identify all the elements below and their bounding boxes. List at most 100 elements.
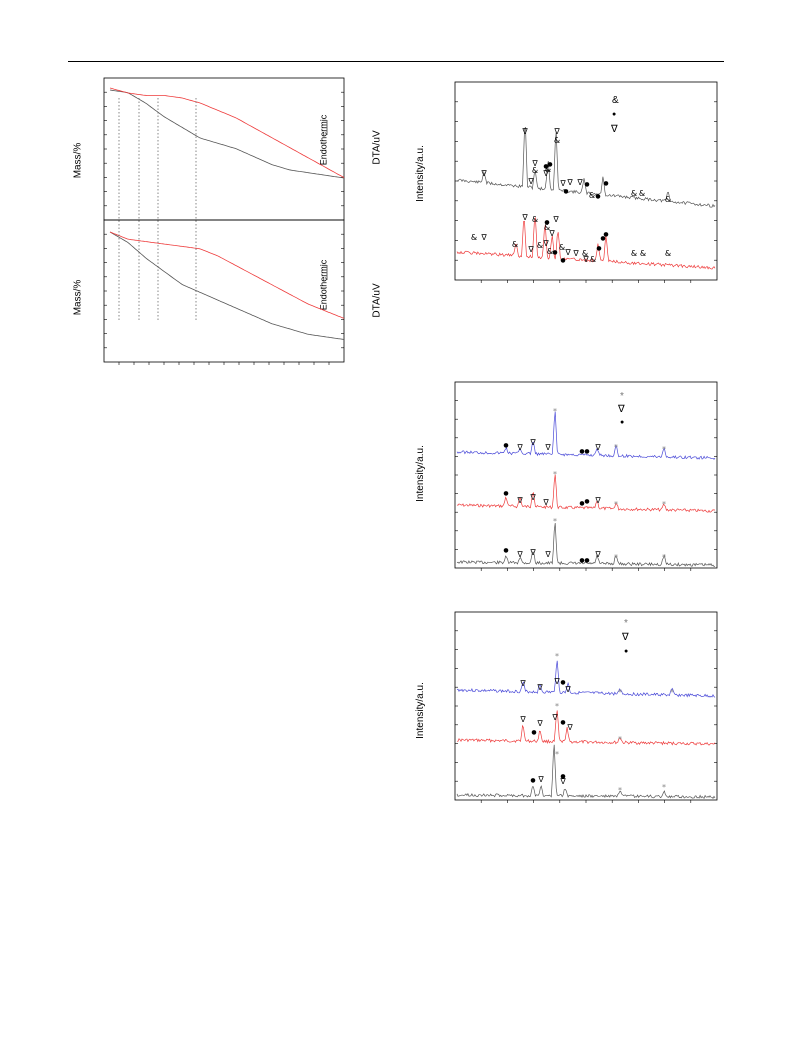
xrd3-legend-dot: ●	[624, 648, 629, 655]
star-peak-9: *	[555, 652, 559, 661]
xrd1-peak-tri-1: ∇	[521, 127, 528, 136]
xrd1-peak-tri-13: ∇	[566, 178, 573, 187]
star-peak-2: *	[553, 517, 557, 526]
xrd1-peak-dot-44: ●	[600, 235, 605, 242]
xrd1-peak-dot-25: ●	[544, 219, 549, 226]
xrd1-peak-amp-28: &	[471, 233, 477, 242]
xrd3-trace-0	[456, 660, 716, 698]
xrd1-peak-tri-29: ∇	[480, 233, 487, 242]
dot-peak-12: ●	[530, 777, 535, 784]
xrd3-legend-star: *	[624, 618, 628, 629]
star-peak-14: *	[618, 735, 622, 744]
star-peak-8: *	[662, 553, 666, 562]
dot-peak-3: ●	[503, 490, 508, 497]
dot-peak-1: ●	[579, 448, 584, 455]
star-peak-16: *	[662, 783, 666, 792]
xrd2-trace-1	[456, 474, 716, 513]
xrd1-peak-tri-10: ∇	[527, 177, 534, 186]
star-peak-7: *	[614, 553, 618, 562]
star-peak-5: *	[614, 500, 618, 509]
tri-peak-18: ∇	[551, 713, 558, 722]
xrd1-peak-dot-17: ●	[603, 180, 608, 187]
tri-peak-7: ∇	[594, 496, 601, 505]
tri-peak-11: ∇	[594, 550, 601, 559]
tri-peak-1: ∇	[529, 438, 536, 447]
tri-peak-6: ∇	[542, 498, 549, 507]
xrd1-peak-tri-38: ∇	[572, 249, 579, 258]
xrd1-peak-dot-15: ●	[584, 181, 589, 188]
xrd1-peak-tri-33: ∇	[542, 239, 549, 248]
tga-top-dta-curve	[109, 87, 345, 178]
xrd2-legend-dot: ●	[620, 419, 625, 426]
tri-peak-0: ∇	[516, 443, 523, 452]
xrd1-peak-tri-22: ∇	[521, 213, 528, 222]
dot-peak-0: ●	[503, 442, 508, 449]
tga-bottom-dta-curve	[109, 231, 345, 319]
tga-top-mass-curve	[109, 89, 345, 179]
tri-peak-10: ∇	[544, 550, 551, 559]
xrd1-peak-dot-16: ●	[595, 193, 600, 200]
xrd1-peak-tri-2: ∇	[553, 127, 560, 136]
xrd1-peak-amp-23: &	[532, 215, 538, 224]
xrd1-peak-amp-36: &	[559, 243, 565, 252]
tga-bottom-mass-curve	[109, 231, 345, 340]
tri-peak-14: ∇	[553, 677, 560, 686]
dot-peak-6: ●	[503, 547, 508, 554]
xrd1-peak-dot-39: ●	[560, 257, 565, 264]
xrd2-trace-0	[456, 411, 716, 460]
xrd1-peak-tri-37: ∇	[564, 248, 571, 257]
xrd1-peak-tri-4: ∇	[531, 159, 538, 168]
xrd2-legend-star: *	[620, 391, 624, 402]
xrd1-peak-tri-31: ∇	[527, 245, 534, 254]
xrd1-peak-tri-11: ∇	[559, 179, 566, 188]
xrd1-legend-dot: ●	[612, 111, 617, 118]
xrd1-peak-amp-30: &	[512, 240, 518, 249]
star-peak-6: *	[662, 500, 666, 509]
xrd1-peak-tri-41: ∇	[582, 255, 589, 264]
xrd1-peak-dot-6: ●	[543, 163, 548, 170]
dot-peak-2: ●	[584, 448, 589, 455]
xrd2-frame	[454, 381, 718, 569]
dot-peak-10: ●	[531, 729, 536, 736]
star-peak-13: *	[670, 688, 674, 697]
xrd1-legend-tri: ∇	[611, 124, 618, 135]
xrd1-peak-tri-14: ∇	[576, 178, 583, 187]
xrd1-peak-dot-12: ●	[563, 188, 568, 195]
tri-peak-15: ∇	[564, 685, 571, 694]
xrd1-legend-amp: &	[612, 95, 619, 106]
dot-peak-4: ●	[579, 500, 584, 507]
xrd1-peak-amp-47: &	[640, 249, 646, 258]
xrd2-legend-tri: ∇	[618, 404, 625, 415]
xrd1-peak-amp-21: &	[665, 195, 671, 204]
xrd1-peak-amp-18: &	[589, 191, 595, 200]
tri-peak-19: ∇	[566, 723, 573, 732]
xrd1-peak-amp-42: &	[590, 255, 596, 264]
tri-peak-20: ∇	[537, 775, 544, 784]
xrd1-peak-dot-45: ●	[603, 231, 608, 238]
xrd3-frame	[454, 611, 718, 801]
tga-bottom-frame	[103, 219, 345, 363]
star-peak-3: *	[614, 443, 618, 452]
tri-peak-8: ∇	[516, 550, 523, 559]
dot-peak-13: ●	[560, 773, 565, 780]
header-rule	[68, 61, 724, 62]
xrd1-peak-amp-19: &	[631, 189, 637, 198]
xrd1-peak-amp-3: &	[554, 136, 560, 145]
tri-peak-2: ∇	[544, 443, 551, 452]
xrd1-peak-dot-35: ●	[552, 249, 557, 256]
star-peak-4: *	[662, 445, 666, 454]
dot-peak-11: ●	[560, 719, 565, 726]
star-peak-10: *	[555, 702, 559, 711]
star-peak-0: *	[553, 407, 557, 416]
star-peak-11: *	[555, 750, 559, 759]
dot-peak-7: ●	[579, 557, 584, 564]
dot-peak-9: ●	[560, 679, 565, 686]
tri-peak-3: ∇	[594, 443, 601, 452]
xrd1-peak-amp-24: &	[544, 223, 550, 232]
star-peak-12: *	[618, 688, 622, 697]
tri-peak-4: ∇	[516, 496, 523, 505]
tri-peak-13: ∇	[536, 683, 543, 692]
xrd1-peak-tri-26: ∇	[552, 215, 559, 224]
star-peak-1: *	[553, 470, 557, 479]
xrd1-peak-amp-34: &	[547, 247, 553, 256]
